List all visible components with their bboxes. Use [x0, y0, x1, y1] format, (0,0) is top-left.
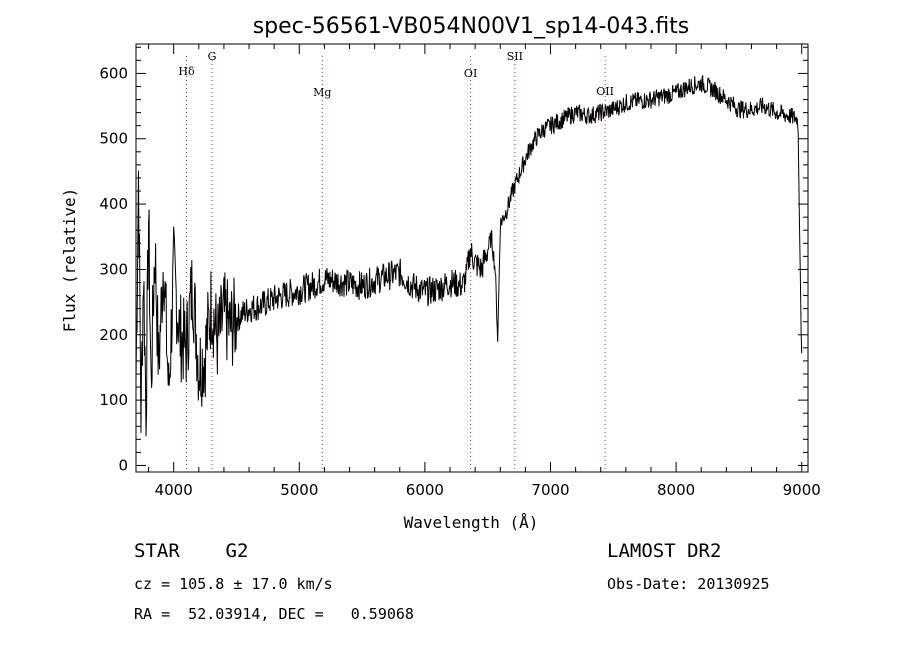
- y-axis-label: Flux (relative): [60, 188, 79, 333]
- y-tick-label: 100: [99, 391, 128, 409]
- chart-title: spec-56561-VB054N00V1_sp14-043.fits: [253, 14, 690, 39]
- y-tick-label: 200: [99, 326, 128, 344]
- observation-date: Obs-Date: 20130925: [607, 575, 770, 593]
- x-axis-label: Wavelength (Å): [404, 513, 539, 532]
- x-tick-label: 7000: [531, 481, 569, 499]
- marker-label: OII: [596, 85, 614, 98]
- x-tick-label: 6000: [406, 481, 444, 499]
- y-tick-label: 600: [99, 64, 128, 82]
- marker-label: Mg: [313, 86, 331, 99]
- marker-label: OI: [464, 67, 477, 80]
- spectrum-chart: spec-56561-VB054N00V1_sp14-043.fits Hδ G M…: [60, 14, 821, 532]
- redshift-velocity: cz = 105.8 ± 17.0 km/s: [134, 575, 333, 593]
- x-tick-label: 8000: [657, 481, 695, 499]
- plot-frame: [135, 43, 809, 473]
- spectral-line-markers: Hδ G Mg OI SII OII: [178, 50, 614, 472]
- spectrum-line: [135, 75, 803, 437]
- x-tick-label: 4000: [155, 481, 193, 499]
- marker-label: Hδ: [178, 65, 195, 78]
- coordinates: RA = 52.03914, DEC = 0.59068: [134, 605, 414, 623]
- spectrum-series: [135, 75, 803, 437]
- x-tick-label: 5000: [280, 481, 318, 499]
- axes: 4000 5000 6000 7000 8000 9000 0 100 200 300 400 500…: [99, 44, 821, 499]
- y-tick-label: 400: [99, 195, 128, 213]
- object-class: STAR G2: [134, 540, 249, 562]
- x-tick-label: 9000: [783, 481, 821, 499]
- y-tick-label: 500: [99, 130, 128, 148]
- survey-name: LAMOST DR2: [607, 540, 722, 562]
- marker-label: G: [208, 50, 217, 63]
- y-tick-label: 0: [118, 456, 128, 474]
- y-tick-label: 300: [99, 260, 128, 278]
- marker-label: SII: [507, 50, 523, 63]
